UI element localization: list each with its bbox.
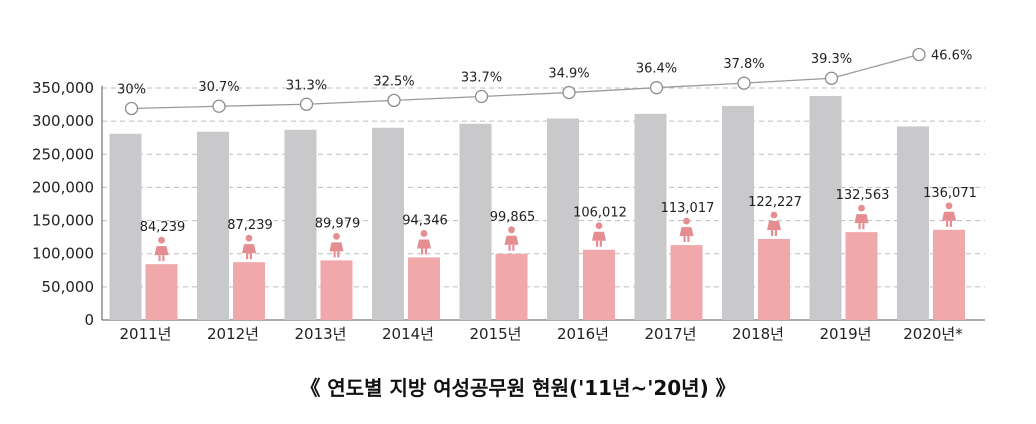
x-tick-label: 2020년* bbox=[903, 325, 963, 343]
female-person-icon bbox=[417, 230, 431, 255]
y-tick-label: 350,000 bbox=[32, 79, 94, 97]
women-bar bbox=[670, 245, 703, 320]
women-bar bbox=[933, 229, 965, 320]
ratio-label: 32.5% bbox=[373, 74, 414, 89]
chart: 0 50,000 100,000 150,000 200,000 250,000 300,0… bbox=[32, 47, 985, 343]
y-tick-label: 0 bbox=[84, 311, 94, 329]
ratio-label: 30% bbox=[117, 83, 146, 98]
y-tick-label: 300,000 bbox=[32, 112, 94, 130]
women-bar bbox=[320, 260, 353, 320]
total-bar bbox=[897, 126, 929, 321]
women-value-label: 84,239 bbox=[140, 220, 186, 235]
ratio-label: 31.3% bbox=[286, 78, 327, 93]
female-person-icon bbox=[767, 211, 781, 236]
female-person-icon bbox=[942, 202, 956, 227]
chart-caption: 《 연도별 지방 여성공무원 현원('11년~'20년) 》 bbox=[300, 376, 736, 400]
women-value-label: 132,563 bbox=[836, 188, 890, 203]
ratio-point bbox=[124, 101, 139, 116]
women-bar bbox=[495, 253, 528, 320]
ratio-label: 34.9% bbox=[548, 67, 589, 82]
ratio-point bbox=[912, 47, 926, 62]
ratio-point bbox=[649, 81, 664, 95]
female-person-icon bbox=[504, 226, 519, 251]
women-value-label: 113,017 bbox=[661, 201, 715, 216]
x-tick-label: 2015년 bbox=[470, 325, 522, 343]
ratio-label: 37.8% bbox=[723, 57, 764, 72]
total-bar bbox=[634, 113, 667, 320]
total-bar bbox=[109, 133, 142, 320]
x-tick-label: 2018년 bbox=[732, 325, 784, 343]
x-tick-label: 2014년 bbox=[382, 325, 434, 343]
women-value-label: 106,012 bbox=[573, 206, 627, 221]
total-bar bbox=[372, 127, 404, 321]
women-value-label: 94,346 bbox=[402, 213, 448, 228]
y-tick-label: 50,000 bbox=[42, 278, 95, 296]
ratio-label: 33.7% bbox=[461, 70, 502, 85]
women-value-label: 87,239 bbox=[227, 218, 273, 233]
female-person-icon bbox=[679, 217, 694, 243]
ratio-point bbox=[387, 93, 401, 108]
ratio-label: 46.6% bbox=[931, 49, 972, 64]
ratio-line bbox=[131, 53, 920, 110]
women-bar bbox=[845, 232, 878, 320]
y-tick-label: 250,000 bbox=[32, 145, 94, 163]
x-tick-label: 2013년 bbox=[295, 325, 347, 343]
total-bar bbox=[809, 95, 842, 320]
x-tick-label: 2012년 bbox=[207, 325, 259, 343]
female-person-icon bbox=[854, 204, 869, 230]
ratio-point bbox=[737, 76, 751, 90]
ratio-label: 36.4% bbox=[636, 62, 677, 77]
x-tick-label: 2019년 bbox=[820, 325, 872, 343]
women-bar bbox=[408, 257, 440, 320]
female-person-icon bbox=[242, 234, 256, 260]
female-person-icon bbox=[329, 232, 344, 258]
total-bar bbox=[284, 129, 317, 320]
women-value-label: 99,865 bbox=[490, 210, 536, 225]
ratio-point bbox=[824, 71, 839, 85]
ratio-label: 39.3% bbox=[811, 52, 852, 67]
women-value-label: 89,979 bbox=[315, 216, 361, 231]
women-bar bbox=[233, 262, 265, 320]
ratio-label: 30.7% bbox=[198, 80, 239, 95]
x-tick-label: 2011년 bbox=[120, 325, 172, 343]
x-tick-label: 2016년 bbox=[557, 325, 609, 343]
x-tick-label: 2017년 bbox=[645, 325, 697, 343]
y-tick-label: 100,000 bbox=[32, 245, 94, 263]
women-value-label: 136,071 bbox=[923, 186, 977, 201]
women-bar bbox=[583, 249, 615, 320]
ratio-point bbox=[562, 85, 576, 100]
total-bar bbox=[722, 105, 754, 320]
total-bar bbox=[197, 131, 229, 320]
female-person-icon bbox=[592, 222, 606, 247]
y-tick-label: 150,000 bbox=[32, 212, 94, 230]
female-person-icon bbox=[154, 236, 169, 262]
y-tick-label: 200,000 bbox=[32, 178, 94, 196]
total-bar bbox=[459, 123, 492, 321]
total-bar bbox=[547, 118, 579, 321]
ratio-point bbox=[474, 89, 489, 104]
ratio-point bbox=[212, 99, 226, 113]
women-bar bbox=[758, 238, 790, 320]
ratio-point bbox=[299, 97, 314, 111]
women-value-label: 122,227 bbox=[748, 195, 802, 210]
women-bar bbox=[145, 264, 178, 320]
